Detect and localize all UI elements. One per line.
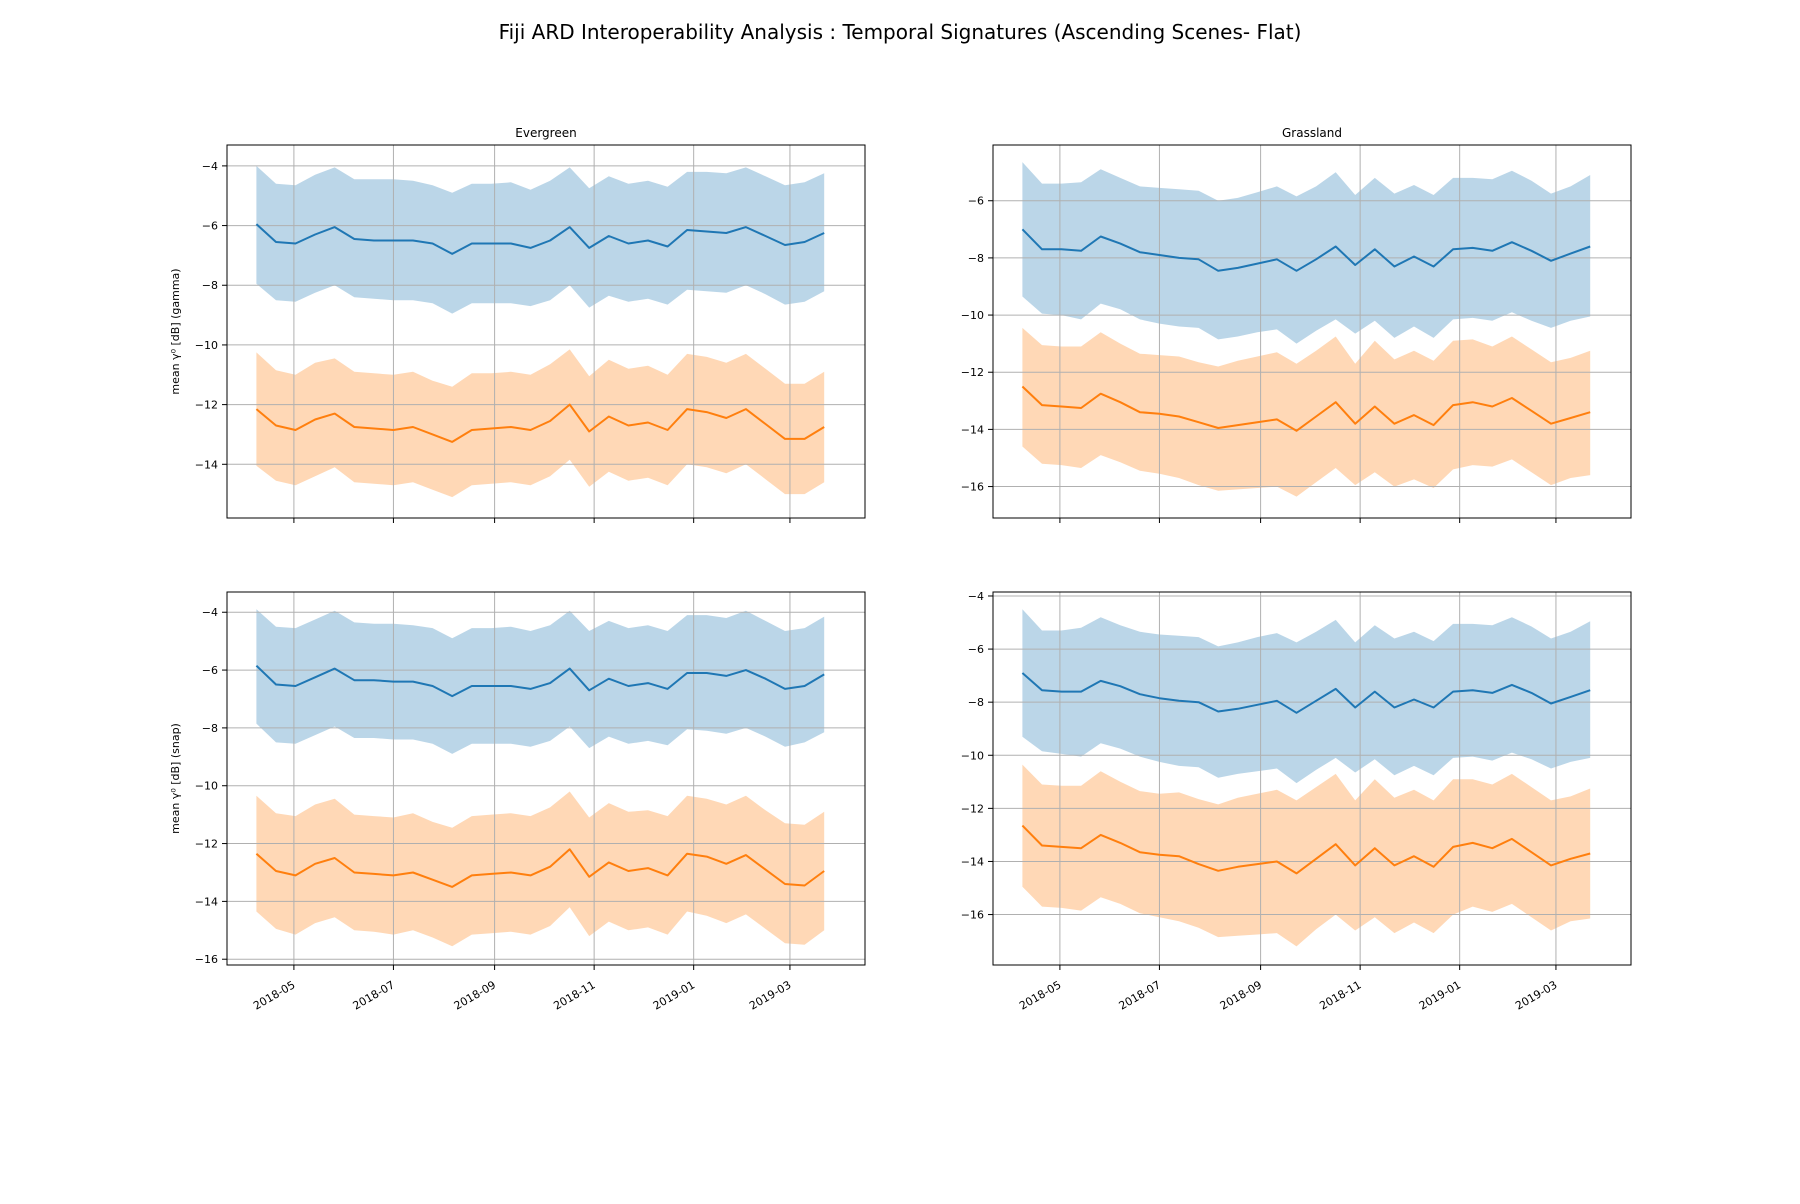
x-tick-label: 2018-09 bbox=[1218, 978, 1264, 1012]
series-line-2 bbox=[1021, 824, 1591, 875]
series-line-1 bbox=[1021, 672, 1591, 714]
y-tick-label: −14 bbox=[961, 423, 984, 436]
x-tick-label: 2018-07 bbox=[1117, 978, 1163, 1012]
y-tick-label: −4 bbox=[202, 160, 218, 173]
y-tick-label: −4 bbox=[968, 590, 984, 603]
subplot-title: Grassland bbox=[1282, 126, 1342, 140]
series-line-1 bbox=[1021, 228, 1591, 272]
axes-frame bbox=[226, 144, 866, 519]
x-tick-label: 2019-01 bbox=[651, 978, 697, 1012]
x-tick-label: 2019-01 bbox=[1417, 978, 1463, 1012]
y-tick-label: −8 bbox=[968, 252, 984, 265]
axes-frame bbox=[226, 591, 866, 966]
x-tick-label: 2018-05 bbox=[1017, 978, 1063, 1012]
y-axis-label: mean γ⁰ [dB] (snap) bbox=[169, 723, 182, 834]
x-tick-label: 2018-11 bbox=[1317, 978, 1363, 1012]
x-tick-label: 2018-05 bbox=[251, 978, 297, 1012]
y-tick-label: −12 bbox=[195, 838, 218, 851]
series-line-2 bbox=[255, 403, 825, 443]
y-tick-label: −12 bbox=[961, 366, 984, 379]
subplot-title: Evergreen bbox=[515, 126, 576, 140]
subplot-3: −4 −6 −8 −10 −12 −14 −16 2018-05 2018-07 2018-09 2… bbox=[169, 591, 866, 1013]
series-band-1 bbox=[1022, 609, 1591, 784]
x-tick-label: 2018-09 bbox=[452, 978, 498, 1012]
series-band-2 bbox=[1022, 764, 1591, 947]
y-axis-label: mean γ⁰ [dB] (gamma) bbox=[169, 268, 182, 394]
series-band-2 bbox=[256, 349, 825, 498]
series-line-1 bbox=[255, 664, 825, 698]
y-tick-label: −8 bbox=[202, 722, 218, 735]
subplot-2: −6 −8 −10 −12 −14 −16 Grassland bbox=[961, 126, 1632, 523]
y-tick-label: −14 bbox=[961, 855, 984, 868]
series-line-2 bbox=[1021, 385, 1591, 432]
y-tick-label: −16 bbox=[961, 909, 984, 922]
x-tick-label: 2018-11 bbox=[551, 978, 597, 1012]
y-tick-label: −6 bbox=[968, 195, 984, 208]
series-band-1 bbox=[1022, 162, 1591, 344]
y-tick-label: −14 bbox=[195, 895, 218, 908]
y-tick-label: −16 bbox=[195, 953, 218, 966]
y-tick-label: −14 bbox=[195, 458, 218, 471]
y-tick-label: −6 bbox=[202, 664, 218, 677]
axes-frame bbox=[992, 144, 1632, 519]
series-line-1 bbox=[255, 223, 825, 255]
y-tick-label: −10 bbox=[195, 339, 218, 352]
y-tick-label: −16 bbox=[961, 481, 984, 494]
y-tick-label: −8 bbox=[968, 696, 984, 709]
x-tick-label: 2019-03 bbox=[747, 978, 793, 1012]
y-tick-label: −8 bbox=[202, 279, 218, 292]
subplot-4: −4 −6 −8 −10 −12 −14 −16 2018-05 2018-07 2018-09 2… bbox=[961, 590, 1632, 1013]
y-tick-label: −12 bbox=[195, 399, 218, 412]
y-tick-label: −10 bbox=[961, 749, 984, 762]
series-band-2 bbox=[256, 791, 825, 947]
x-tick-label: 2018-07 bbox=[351, 978, 397, 1012]
y-tick-label: −10 bbox=[195, 780, 218, 793]
series-band-1 bbox=[256, 165, 825, 314]
y-tick-label: −4 bbox=[202, 606, 218, 619]
y-tick-label: −10 bbox=[961, 309, 984, 322]
y-tick-label: −6 bbox=[968, 643, 984, 656]
y-tick-label: −12 bbox=[961, 802, 984, 815]
series-band-1 bbox=[256, 609, 825, 754]
axes-frame bbox=[992, 591, 1632, 966]
figure-title: Fiji ARD Interoperability Analysis : Tem… bbox=[498, 20, 1302, 44]
series-line-2 bbox=[255, 848, 825, 888]
series-band-2 bbox=[1022, 327, 1591, 497]
y-tick-label: −6 bbox=[202, 220, 218, 233]
subplot-1: −4 −6 −8 −10 −12 −14 Evergreen mean γ⁰ [dB] (ga… bbox=[169, 126, 866, 523]
x-tick-label: 2019-03 bbox=[1513, 978, 1559, 1012]
